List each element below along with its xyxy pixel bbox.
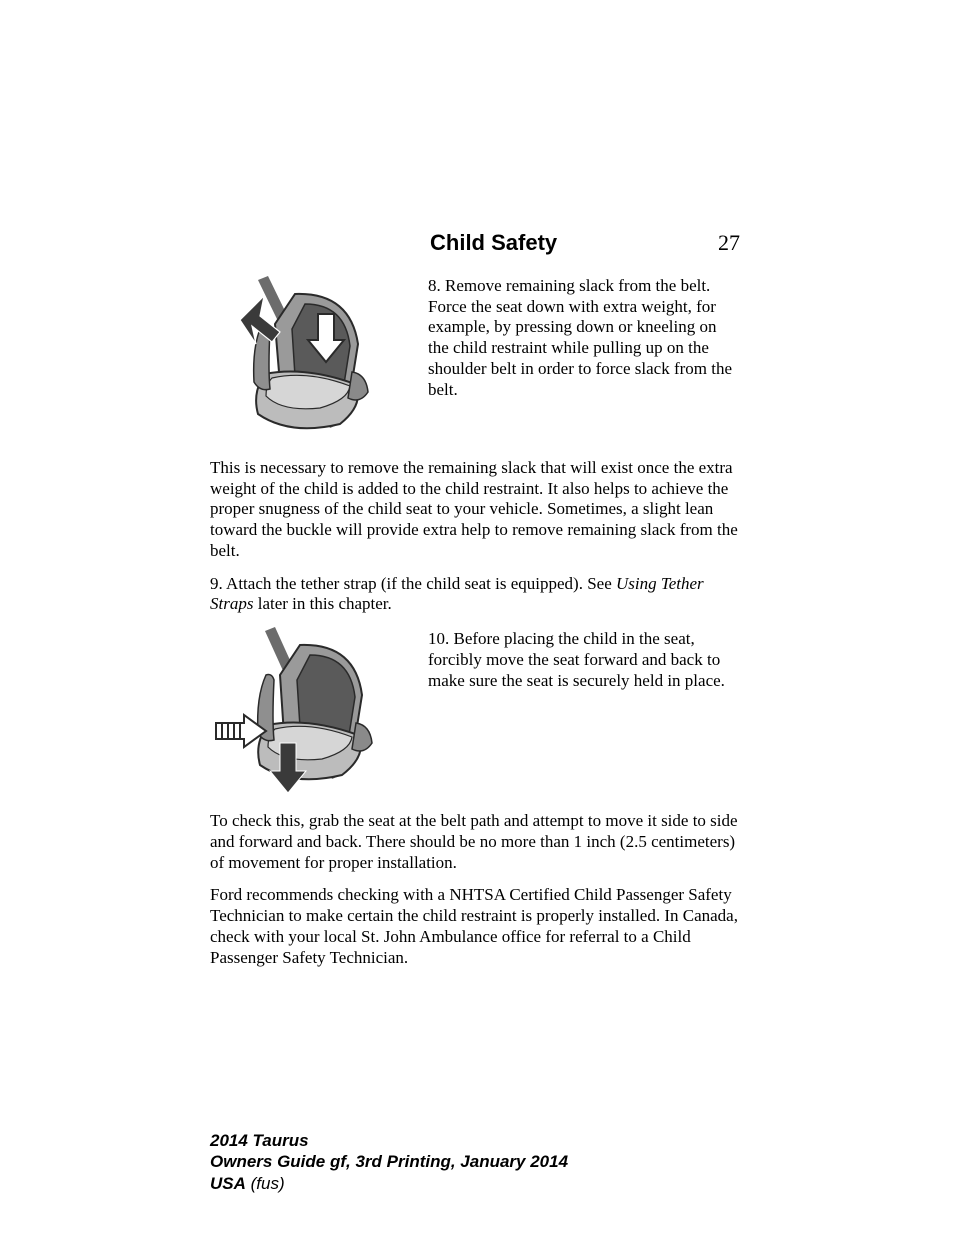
footer-suffix: (fus)	[246, 1174, 285, 1193]
step-9-tail: later in this chapter.	[253, 594, 391, 613]
step-8-note: This is necessary to remove the remainin…	[210, 458, 740, 562]
footer-line-3: USA (fus)	[210, 1173, 568, 1194]
step-10-text: 10. Before placing the child in the seat…	[428, 629, 740, 785]
page-footer: 2014 Taurus Owners Guide gf, 3rd Printin…	[210, 1130, 568, 1194]
section-title: Child Safety	[430, 230, 557, 256]
page-number: 27	[718, 230, 740, 256]
step-9-lead: 9. Attach the tether strap (if the child…	[210, 574, 616, 593]
page-header: Child Safety 27	[210, 230, 740, 256]
step-10-recommend: Ford recommends checking with a NHTSA Ce…	[210, 885, 740, 968]
step-9-text: 9. Attach the tether strap (if the child…	[210, 574, 740, 615]
footer-country: USA	[210, 1174, 246, 1193]
footer-line-2: Owners Guide gf, 3rd Printing, January 2…	[210, 1151, 568, 1172]
step-8-text: 8. Remove remaining slack from the belt.…	[428, 276, 740, 432]
step-10-check: To check this, grab the seat at the belt…	[210, 811, 740, 873]
illustration-step-8	[210, 274, 410, 444]
illustration-step-10	[210, 627, 410, 797]
footer-line-1: 2014 Taurus	[210, 1130, 568, 1151]
